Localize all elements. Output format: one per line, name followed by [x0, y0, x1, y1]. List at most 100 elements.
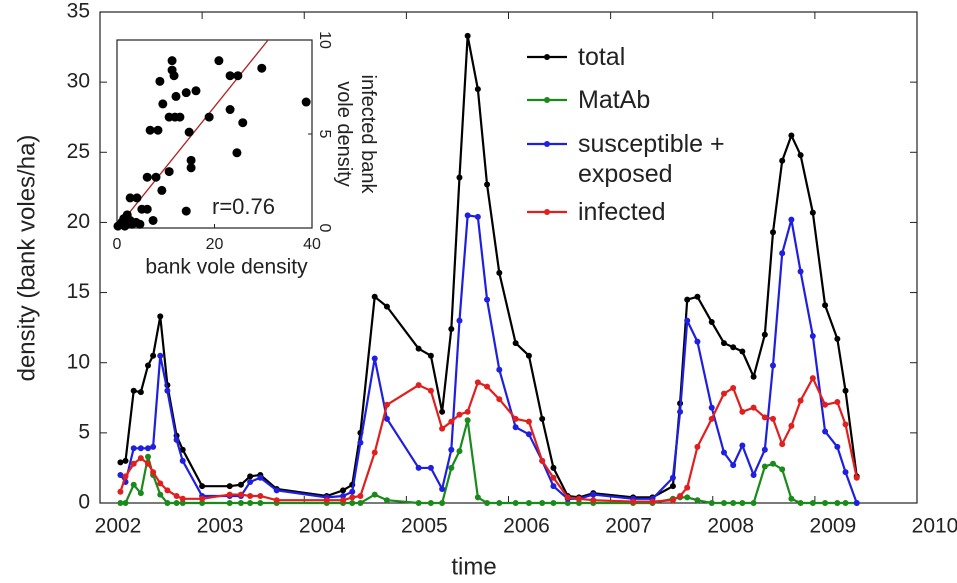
series-marker — [164, 387, 171, 394]
scatter-point — [301, 97, 311, 107]
series-marker — [456, 317, 463, 324]
scatter-point — [186, 163, 196, 173]
series-marker — [199, 483, 206, 490]
scatter-point — [171, 91, 181, 101]
series-marker — [117, 459, 124, 466]
series-marker — [779, 466, 786, 473]
series-marker — [117, 500, 124, 506]
series-marker — [257, 474, 264, 481]
series-marker — [357, 500, 364, 506]
series-marker — [853, 474, 860, 481]
x-tick-label: 2005 — [401, 515, 448, 538]
series-marker — [539, 500, 546, 506]
series-marker — [677, 492, 684, 499]
inset-y2-tick-label: 5 — [316, 130, 333, 139]
series-marker — [684, 317, 691, 324]
series-marker — [150, 443, 157, 450]
legend-label: MatAb — [578, 86, 651, 114]
series-marker — [797, 152, 804, 159]
series-marker — [179, 500, 186, 506]
scatter-point — [169, 71, 179, 81]
series-marker — [496, 269, 503, 276]
inset-y2-tick-label: 0 — [316, 224, 333, 233]
series-marker — [157, 480, 164, 487]
series-marker — [247, 473, 254, 480]
scatter-point — [214, 56, 224, 66]
series-marker — [117, 471, 124, 478]
scatter-point — [151, 172, 161, 182]
series-marker — [779, 250, 786, 257]
series-marker — [144, 460, 151, 467]
series-marker — [842, 500, 849, 506]
y-tick-label: 10 — [67, 350, 90, 373]
series-marker — [247, 478, 254, 485]
series-marker — [834, 443, 841, 450]
series-marker — [130, 481, 137, 488]
series-marker — [464, 408, 471, 415]
series-marker — [694, 338, 701, 345]
scatter-point — [191, 86, 201, 96]
series-marker — [157, 491, 164, 498]
series-marker — [439, 408, 446, 415]
series-marker — [173, 436, 180, 443]
scatter-point — [142, 172, 152, 182]
series-marker — [226, 483, 233, 490]
series-marker — [448, 464, 455, 471]
series-marker — [144, 445, 151, 452]
series-marker — [173, 492, 180, 499]
series-marker — [539, 457, 546, 464]
series-marker — [371, 293, 378, 300]
series-marker — [694, 293, 701, 300]
series-marker — [788, 132, 795, 139]
series-marker — [708, 319, 715, 326]
scatter-point — [184, 127, 194, 137]
scatter-point — [181, 88, 191, 98]
legend-marker — [544, 141, 550, 147]
y-axis-label: density (bank voles/ha) — [13, 135, 40, 382]
series-marker — [117, 488, 124, 495]
series-marker — [349, 488, 356, 495]
scatter-point — [164, 167, 174, 177]
series-marker — [496, 366, 503, 373]
series-marker — [179, 446, 186, 453]
series-marker — [474, 379, 481, 386]
series-marker — [323, 497, 330, 504]
x-tick-label: 2004 — [299, 515, 346, 538]
series-marker — [383, 401, 390, 408]
series-marker — [448, 446, 455, 453]
series-marker — [788, 216, 795, 223]
series-marker — [730, 384, 737, 391]
series-marker — [684, 296, 691, 303]
legend-label: infected — [578, 198, 666, 226]
inset-x-tick-label: 20 — [206, 236, 224, 253]
series-marker — [708, 404, 715, 411]
series-marker — [842, 421, 849, 428]
series-marker — [842, 387, 849, 394]
series-marker — [164, 500, 171, 506]
y-tick-label: 25 — [67, 140, 90, 163]
y-tick-label: 15 — [67, 280, 90, 303]
series-marker — [157, 313, 164, 320]
series-marker — [694, 443, 701, 450]
series-marker — [179, 457, 186, 464]
series-marker — [590, 497, 597, 504]
series-marker — [684, 484, 691, 491]
y-tick-label: 30 — [67, 70, 90, 93]
series-marker — [590, 491, 597, 498]
x-tick-label: 2007 — [605, 515, 652, 538]
series-marker — [512, 340, 519, 347]
series-marker — [822, 401, 829, 408]
series-marker — [371, 491, 378, 498]
series-marker — [484, 500, 491, 506]
scatter-point — [145, 125, 155, 135]
series-marker — [415, 464, 422, 471]
series-marker — [273, 497, 280, 504]
series-marker — [779, 441, 786, 448]
series-marker — [474, 494, 481, 501]
series-marker — [739, 408, 746, 415]
series-marker — [226, 491, 233, 498]
inset-y2-label: infected bank vole density — [333, 74, 379, 194]
series-marker — [439, 485, 446, 492]
series-marker — [761, 446, 768, 453]
